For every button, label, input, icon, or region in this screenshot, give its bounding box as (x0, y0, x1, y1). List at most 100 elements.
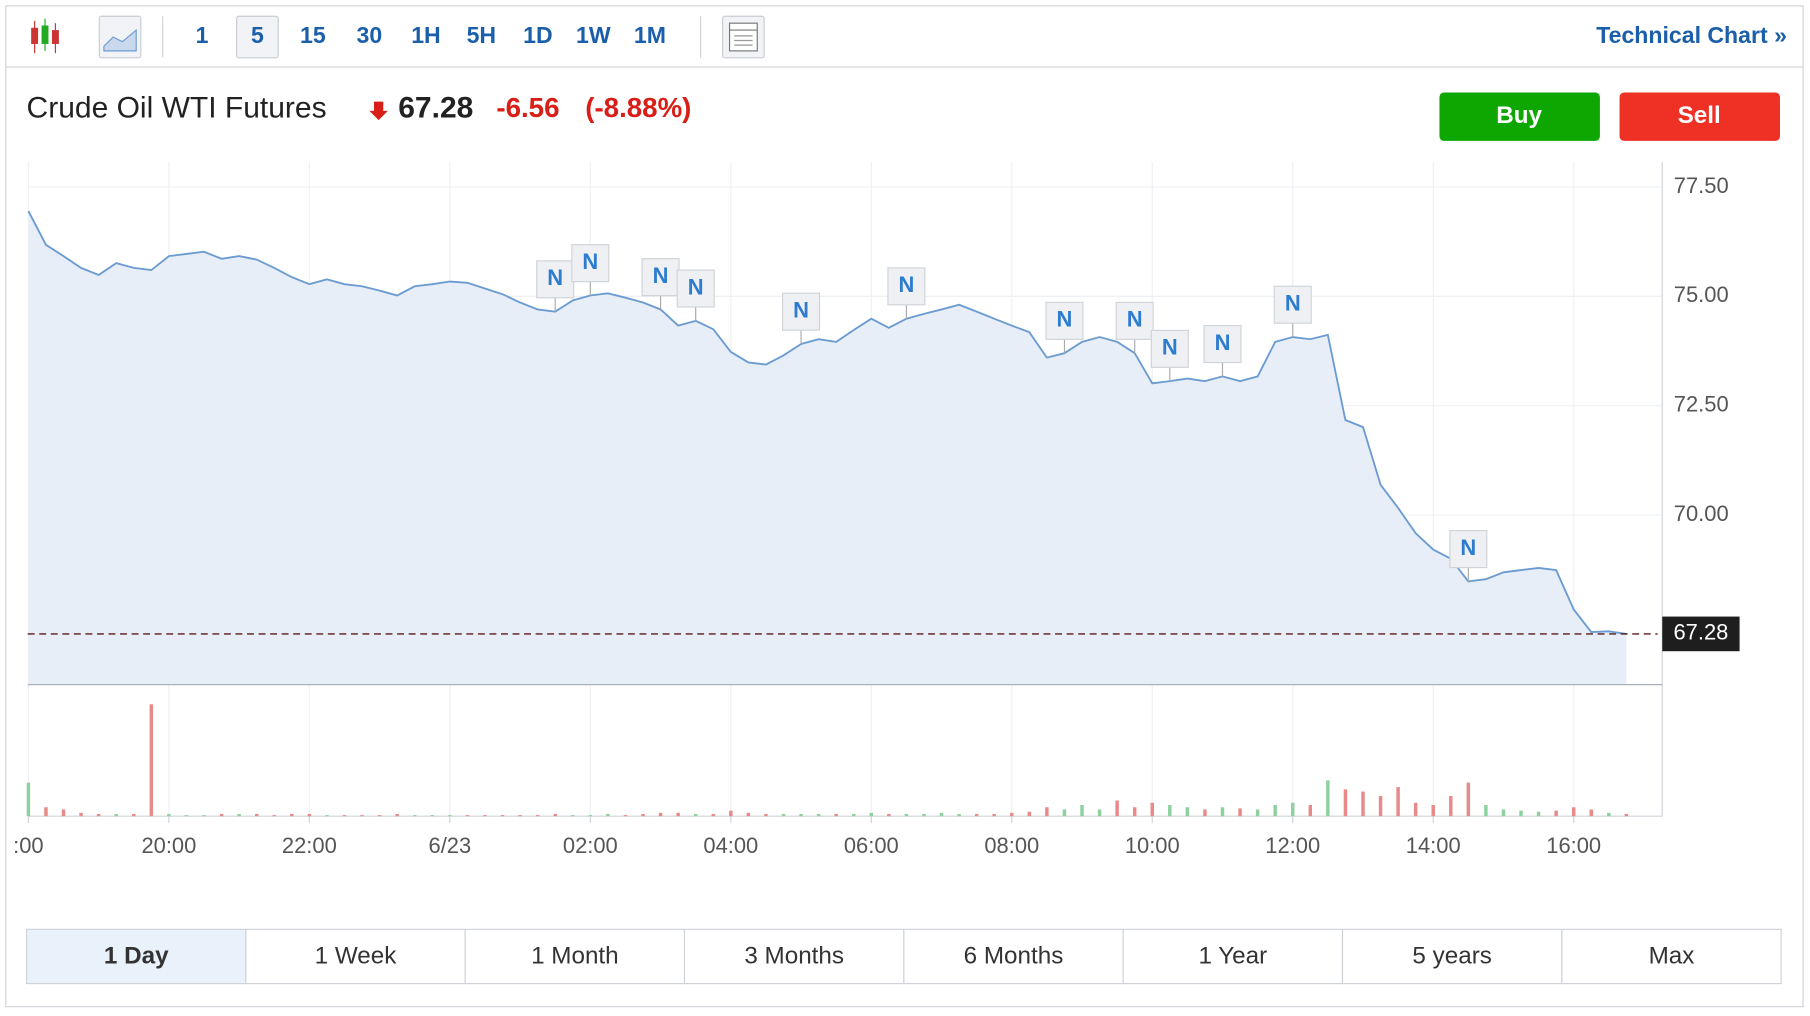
range-label[interactable]: 1 Month (531, 942, 619, 969)
news-label[interactable]: N (898, 272, 914, 297)
volume-bar (957, 813, 961, 817)
change: -6.56 (496, 92, 559, 123)
range-tab[interactable] (903, 928, 1124, 985)
volume-bar (377, 815, 382, 817)
volume-bar (1115, 800, 1119, 817)
volume-bar (1431, 805, 1435, 817)
interval[interactable]: 15 (300, 22, 326, 48)
news-marker[interactable] (782, 292, 821, 331)
range-label[interactable]: 6 Months (964, 942, 1064, 969)
news-label[interactable]: N (1127, 307, 1143, 332)
layout-icon[interactable] (722, 15, 765, 59)
volume-bar (1220, 807, 1225, 817)
news-marker[interactable] (1449, 530, 1488, 569)
news-label[interactable]: N (1162, 335, 1178, 360)
volume-bar (44, 807, 48, 817)
news-label[interactable]: N (1215, 330, 1231, 355)
price: 67.28 (398, 92, 473, 125)
range-tab[interactable] (683, 928, 905, 985)
news-label[interactable]: N (1057, 307, 1073, 332)
volume-bar (483, 815, 487, 817)
buy-button[interactable]: Buy (1439, 92, 1600, 141)
range-tab[interactable] (1122, 928, 1344, 985)
news-label[interactable]: N (688, 274, 704, 299)
range-tab[interactable] (25, 928, 247, 985)
x-tick-label: :00 (13, 833, 43, 858)
volume-bar (887, 813, 891, 817)
volume-bar (1291, 802, 1295, 817)
x-tick-label: 10:00 (1125, 833, 1180, 858)
volume-bar (1536, 811, 1541, 817)
news-marker[interactable] (571, 244, 610, 283)
interval[interactable]: 5 (251, 22, 264, 48)
x-tick-label: 6/23 (429, 833, 472, 858)
volume-bar (571, 815, 575, 817)
news-label[interactable]: N (547, 265, 563, 290)
range-label[interactable]: 1 Year (1198, 942, 1267, 969)
range-label[interactable]: 5 years (1412, 942, 1491, 969)
volume-bar (290, 813, 294, 817)
volume-bar (132, 813, 136, 817)
area-icon[interactable] (98, 15, 142, 59)
volume-bar (1308, 805, 1313, 817)
volume-bar (79, 812, 83, 817)
volume-bar (1027, 811, 1032, 817)
volume-bar (167, 813, 171, 817)
volume-bar (1326, 780, 1330, 817)
interval[interactable]: 1M (634, 22, 666, 48)
x-tick-label: 08:00 (984, 833, 1039, 858)
y-tick-label: 77.50 (1674, 173, 1729, 198)
interval[interactable]: 1D (523, 22, 553, 48)
interval[interactable]: 5H (467, 22, 497, 48)
news-marker[interactable] (1045, 301, 1084, 340)
news-label[interactable]: N (1285, 290, 1301, 315)
volume-bar (1273, 805, 1277, 817)
technical-chart-link[interactable]: Technical Chart » (1596, 22, 1787, 48)
price-area (28, 211, 1627, 685)
range-tab[interactable] (1341, 928, 1563, 985)
volume-bar (799, 813, 803, 817)
volume-bar (764, 813, 768, 817)
news-marker[interactable] (887, 267, 926, 306)
news-marker[interactable] (1273, 285, 1312, 324)
range-label[interactable]: 1 Day (104, 942, 169, 969)
news-label[interactable]: N (653, 263, 669, 288)
volume-bar (1607, 812, 1611, 817)
sell-label[interactable]: Sell (1678, 102, 1721, 129)
interval[interactable]: 1H (411, 22, 441, 48)
volume-bar (465, 815, 470, 817)
news-marker[interactable] (1203, 325, 1242, 364)
candle-icon[interactable] (31, 18, 59, 54)
interval[interactable]: 1W (576, 22, 611, 48)
news-marker[interactable] (676, 269, 715, 308)
volume-bar (1589, 809, 1593, 817)
y-tick-label: 70.00 (1674, 501, 1729, 526)
range-tab[interactable] (464, 928, 686, 985)
news-marker[interactable] (1115, 301, 1154, 340)
x-tick-label: 02:00 (563, 833, 618, 858)
interval[interactable]: 30 (357, 22, 383, 48)
volume-bar (1361, 791, 1365, 817)
news-marker[interactable] (1150, 329, 1189, 368)
sell-button[interactable]: Sell (1619, 92, 1780, 141)
volume-bar (535, 815, 540, 817)
volume-bar (1484, 805, 1488, 817)
volume-bar (360, 815, 364, 817)
range-label[interactable]: 1 Week (315, 942, 398, 969)
volume-bar (904, 813, 909, 817)
volume-bar (518, 815, 522, 817)
range-tab[interactable] (1561, 928, 1782, 985)
interval[interactable]: 1 (196, 22, 209, 48)
news-marker[interactable] (641, 258, 680, 297)
news-label[interactable]: N (793, 297, 809, 322)
range-label[interactable]: 3 Months (744, 942, 844, 969)
news-label[interactable]: N (1460, 535, 1476, 560)
volume-bar (26, 782, 31, 817)
x-tick-label: 20:00 (141, 833, 196, 858)
volume-bar (1010, 812, 1014, 817)
interval-selected (236, 15, 279, 59)
news-label[interactable]: N (582, 249, 598, 274)
volume-bar (869, 812, 874, 817)
range-label[interactable]: Max (1649, 942, 1695, 969)
buy-label[interactable]: Buy (1496, 102, 1542, 129)
